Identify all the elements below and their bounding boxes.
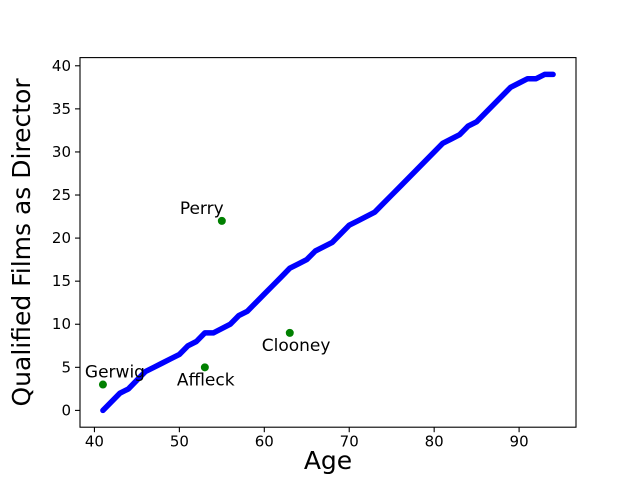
x-tick-label: 40 — [85, 432, 104, 450]
y-tick-label: 35 — [52, 100, 71, 118]
point-label: Clooney — [262, 336, 331, 356]
data-point — [285, 328, 294, 337]
data-point — [200, 363, 209, 372]
x-tick-label: 60 — [255, 432, 274, 450]
y-tick-label: 10 — [52, 315, 71, 333]
x-tick-label: 70 — [340, 432, 359, 450]
y-tick-label: 25 — [52, 186, 71, 204]
point-label: Perry — [180, 199, 224, 219]
x-tick-label: 80 — [425, 432, 444, 450]
plot-area-border — [79, 57, 577, 428]
data-point — [98, 380, 107, 389]
y-tick-label: 40 — [52, 57, 71, 75]
point-label: Gerwig — [85, 363, 145, 383]
y-axis-ticks: 0 5 10 15 20 25 30 35 40 — [52, 57, 80, 419]
y-tick-label: 30 — [52, 143, 71, 161]
scatter-points: Gerwig Affleck Perry Clooney — [85, 199, 331, 390]
data-point — [217, 216, 226, 225]
y-tick-label: 5 — [61, 358, 71, 376]
x-axis-label: Age — [304, 446, 352, 475]
x-tick-label: 90 — [510, 432, 529, 450]
y-tick-label: 20 — [52, 229, 71, 247]
series-line — [100, 71, 556, 414]
x-axis-ticks: 40 50 60 70 80 90 — [85, 427, 529, 450]
x-tick-label: 50 — [170, 432, 189, 450]
series-line-path — [100, 71, 556, 414]
y-axis-label: Qualified Films as Director — [7, 78, 36, 407]
y-tick-label: 0 — [61, 401, 71, 419]
y-tick-label: 15 — [52, 272, 71, 290]
point-label: Affleck — [177, 370, 235, 390]
